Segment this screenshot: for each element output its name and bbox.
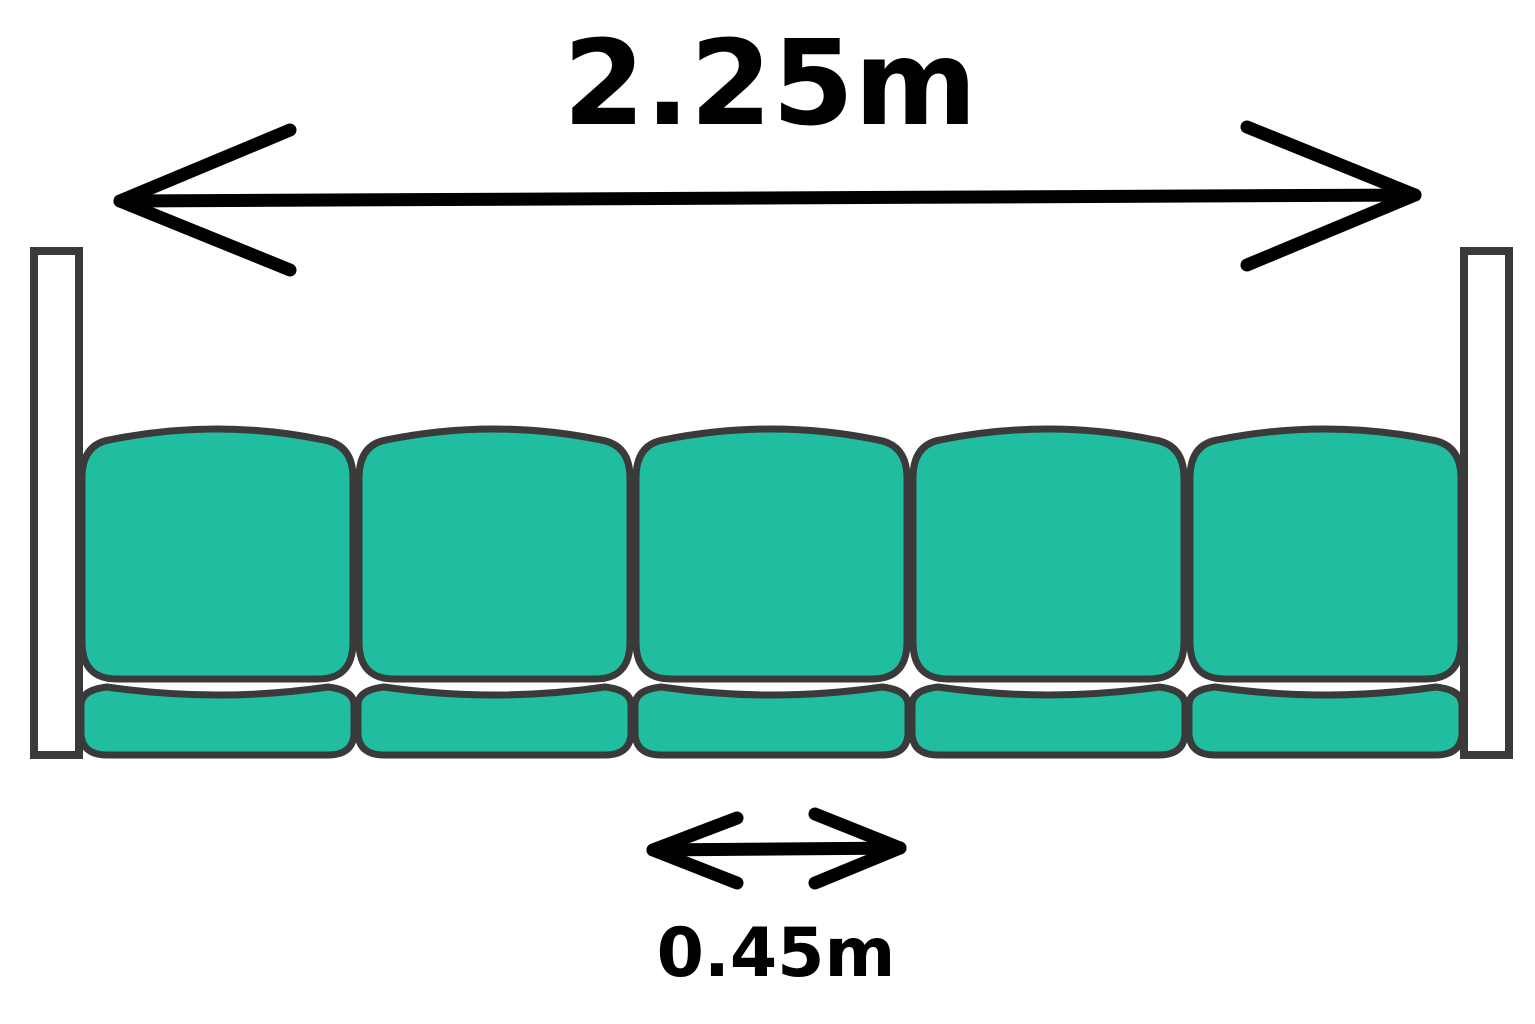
total-width-label: 2.25m (563, 14, 977, 152)
seat-module (631, 425, 912, 759)
seat-module (1185, 425, 1466, 759)
seat-backrest-cushion (1186, 425, 1465, 683)
seat-base-cushion (354, 683, 635, 759)
seat-width-label: 0.45m (657, 914, 896, 993)
left-end-post (30, 247, 83, 759)
seat-module (354, 425, 635, 759)
seat-module (908, 425, 1189, 759)
right-end-post (1460, 247, 1513, 759)
seat-base-cushion (77, 683, 358, 759)
seat-backrest-cushion (78, 425, 357, 683)
seat-module (77, 425, 358, 759)
seat-backrest-cushion (632, 425, 911, 683)
total-width-arrow (113, 120, 1422, 277)
seat-backrest-cushion (355, 425, 634, 683)
seat-base-cushion (908, 683, 1189, 759)
seat-backrest-cushion (909, 425, 1188, 683)
seat-row (77, 425, 1466, 759)
seat-base-cushion (631, 683, 912, 759)
seat-width-arrow (646, 807, 907, 890)
seat-base-cushion (1185, 683, 1466, 759)
